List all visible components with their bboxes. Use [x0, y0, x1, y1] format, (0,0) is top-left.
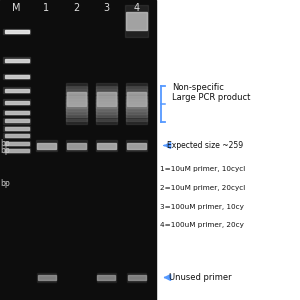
Bar: [126, 102, 147, 107]
Bar: [66, 112, 87, 117]
Bar: [66, 89, 87, 94]
Bar: [4, 88, 28, 92]
Bar: [4, 142, 28, 145]
Bar: [4, 127, 28, 130]
Bar: [96, 86, 117, 91]
Bar: [4, 134, 28, 137]
Bar: [3, 99, 30, 105]
Bar: [96, 102, 117, 107]
Bar: [128, 275, 146, 280]
Bar: [96, 87, 117, 111]
Text: 1: 1: [44, 3, 50, 14]
Bar: [66, 86, 87, 91]
Bar: [3, 29, 30, 34]
Text: bp: bp: [0, 139, 10, 148]
Bar: [66, 87, 87, 111]
Text: 2: 2: [74, 3, 80, 14]
Text: bp: bp: [0, 178, 10, 188]
Bar: [66, 115, 87, 121]
Bar: [96, 109, 117, 114]
Bar: [3, 126, 30, 131]
Bar: [96, 99, 117, 104]
Bar: [97, 274, 116, 281]
Bar: [4, 111, 28, 114]
Bar: [37, 274, 56, 281]
Bar: [126, 82, 147, 88]
Bar: [126, 140, 147, 151]
Bar: [126, 89, 147, 94]
Bar: [126, 86, 147, 91]
Text: 3: 3: [103, 3, 109, 14]
Bar: [4, 30, 28, 33]
Bar: [4, 75, 28, 78]
Bar: [126, 112, 147, 117]
Bar: [96, 82, 117, 88]
Text: bp: bp: [0, 146, 10, 155]
Text: 3=100uM primer, 10cy: 3=100uM primer, 10cy: [160, 204, 244, 210]
Bar: [126, 96, 147, 101]
Bar: [3, 118, 30, 124]
Bar: [37, 142, 56, 148]
Bar: [3, 148, 30, 153]
Bar: [38, 275, 56, 280]
Bar: [4, 58, 28, 61]
Bar: [125, 5, 148, 37]
Bar: [126, 12, 147, 30]
Bar: [0, 0, 156, 300]
Text: Unused primer: Unused primer: [169, 273, 232, 282]
Text: Non-specific: Non-specific: [172, 82, 224, 91]
Text: 4: 4: [134, 3, 140, 14]
Bar: [3, 87, 30, 93]
Bar: [127, 142, 146, 148]
Bar: [36, 140, 57, 151]
Bar: [96, 89, 117, 94]
Text: 2=10uM primer, 20cycl: 2=10uM primer, 20cycl: [160, 185, 246, 191]
Bar: [127, 92, 146, 106]
Bar: [126, 105, 147, 111]
Bar: [96, 112, 117, 117]
Bar: [4, 100, 28, 103]
Bar: [66, 102, 87, 107]
Bar: [67, 92, 86, 106]
Bar: [96, 140, 117, 151]
Bar: [66, 92, 87, 98]
Bar: [97, 92, 116, 106]
Bar: [3, 141, 30, 146]
Bar: [4, 119, 28, 122]
Bar: [126, 99, 147, 104]
Bar: [66, 82, 87, 88]
Bar: [66, 99, 87, 104]
Bar: [127, 274, 146, 281]
Bar: [126, 87, 147, 111]
Bar: [66, 96, 87, 101]
Bar: [3, 110, 30, 115]
Bar: [3, 57, 30, 63]
Bar: [66, 109, 87, 114]
Text: Large PCR product: Large PCR product: [172, 93, 251, 102]
Bar: [126, 115, 147, 121]
Bar: [96, 118, 117, 124]
Bar: [98, 275, 116, 280]
Bar: [96, 115, 117, 121]
Bar: [96, 105, 117, 111]
Bar: [3, 74, 30, 79]
Bar: [96, 92, 117, 98]
Bar: [66, 118, 87, 124]
Bar: [97, 142, 116, 148]
Text: M: M: [12, 3, 21, 14]
Text: 1=10uM primer, 10cycl: 1=10uM primer, 10cycl: [160, 167, 246, 172]
Text: 4=100uM primer, 20cy: 4=100uM primer, 20cy: [160, 222, 244, 228]
Bar: [67, 142, 86, 148]
Bar: [126, 118, 147, 124]
Bar: [126, 92, 147, 98]
Bar: [66, 140, 87, 151]
Bar: [96, 96, 117, 101]
Bar: [3, 133, 30, 138]
Bar: [4, 149, 28, 152]
Bar: [66, 105, 87, 111]
Text: Expected size ~259: Expected size ~259: [167, 141, 244, 150]
Bar: [126, 109, 147, 114]
